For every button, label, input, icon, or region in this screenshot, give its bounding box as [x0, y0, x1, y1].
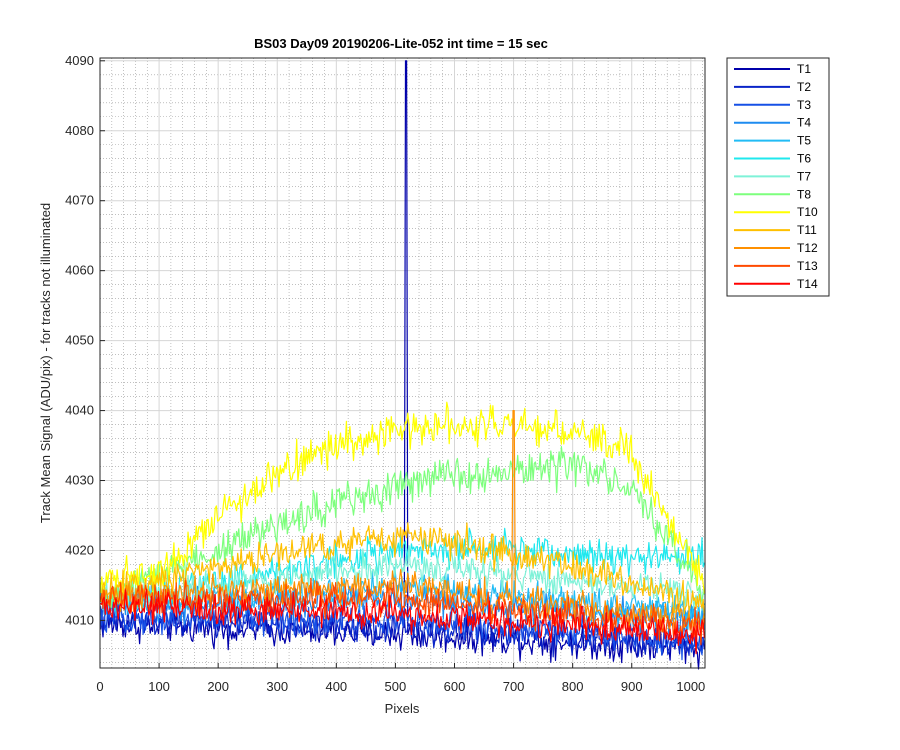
series-line-t11: [100, 522, 705, 619]
series-line-t10: [100, 401, 705, 594]
legend-label: T2: [797, 80, 811, 94]
legend-label: T10: [797, 205, 818, 219]
y-tick-label: 4030: [65, 473, 94, 488]
y-tick-label: 4060: [65, 263, 94, 278]
legend-label: T5: [797, 134, 811, 148]
y-tick-label: 4070: [65, 193, 94, 208]
plot-area: [99, 57, 706, 670]
legend-label: T1: [797, 62, 811, 76]
y-tick-label: 4020: [65, 542, 94, 557]
x-tick-label: 1000: [676, 679, 705, 694]
x-tick-label: 300: [266, 679, 288, 694]
legend-label: T3: [797, 98, 811, 112]
y-tick-label: 4080: [65, 123, 94, 138]
x-tick-label: 0: [96, 679, 103, 694]
legend-label: T8: [797, 187, 811, 201]
series-line-t8: [100, 446, 705, 609]
legend-label: T11: [797, 223, 817, 237]
series-line-t6: [100, 527, 705, 612]
legend-label: T6: [797, 152, 811, 166]
x-tick-label: 600: [444, 679, 466, 694]
series-line-t3: [100, 595, 705, 661]
legend: T1 T2 T3 T4 T5 T6 T7 T8 T10 T11 T12 T13 T14: [726, 57, 830, 297]
y-tick-label: 4050: [65, 333, 94, 348]
y-tick-label: 4010: [65, 612, 94, 627]
legend-label: T4: [797, 116, 811, 130]
plot-frame: [99, 57, 706, 669]
legend-label: T12: [797, 241, 818, 255]
series-layer: [100, 60, 705, 670]
x-tick-label: 700: [503, 679, 525, 694]
x-tick-label: 900: [621, 679, 643, 694]
series-line-t7: [100, 545, 705, 612]
legend-label: T14: [797, 277, 818, 291]
y-tick-label: 4090: [65, 53, 94, 68]
y-tick-label: 4040: [65, 403, 94, 418]
legend-label: T13: [797, 259, 818, 273]
x-axis-ticks: 0 100 200 300 400 500 600 700 800 900 1000: [96, 663, 705, 694]
x-tick-label: 400: [325, 679, 347, 694]
y-axis-ticks: 4010 4020 4030 4040 4050 4060 4070 4080 4090: [65, 53, 105, 627]
y-axis-label: Track Mean Signal (ADU/pix) - for tracks…: [38, 203, 53, 523]
chart-title: BS03 Day09 20190206-Lite-052 int time = …: [254, 36, 548, 51]
x-tick-label: 800: [562, 679, 584, 694]
series-line-t14: [100, 588, 705, 655]
x-tick-label: 200: [207, 679, 229, 694]
x-tick-label: 100: [148, 679, 170, 694]
x-axis-label: Pixels: [385, 701, 420, 716]
x-tick-label: 500: [385, 679, 407, 694]
legend-label: T7: [797, 169, 811, 183]
